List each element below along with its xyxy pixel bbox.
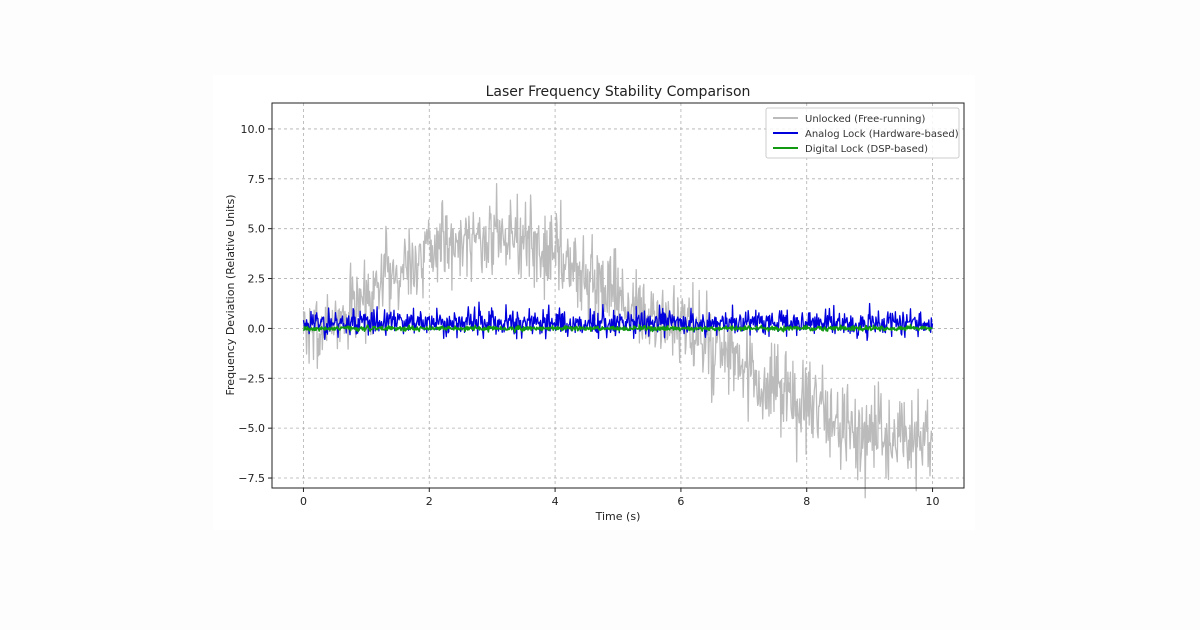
figure-card: Laser Frequency Stability Comparison 0 2 4… [213,75,975,530]
legend-label: Analog Lock (Hardware-based) [805,129,959,140]
y-tick-label: −7.5 [238,472,265,485]
x-tick-label: 4 [552,495,559,508]
legend-label: Unlocked (Free-running) [805,114,925,125]
y-axis-ticks: 10.0 7.5 5.0 2.5 0.0 −2.5 −5.0 −7.5 [238,123,272,485]
chart-title: Laser Frequency Stability Comparison [486,84,751,100]
series-line-1 [302,182,934,499]
y-tick-label: −5.0 [238,422,265,435]
x-tick-label: 8 [803,495,810,508]
plot-frame [271,102,965,489]
y-tick-label: 2.5 [248,273,266,286]
x-axis-ticks: 0 2 4 6 8 10 [300,488,940,508]
y-tick-label: 10.0 [241,123,266,136]
x-tick-label: 2 [426,495,433,508]
legend: Unlocked (Free-running) Analog Lock (Hard… [765,107,960,159]
y-tick-label: 0.0 [248,322,266,335]
legend-box [765,107,960,159]
y-tick-label: 5.0 [248,223,266,236]
x-tick-label: 6 [677,495,684,508]
x-tick-label: 0 [300,495,307,508]
legend-label: Digital Lock (DSP-based) [805,144,928,155]
series-layer [302,182,934,499]
line-chart: Laser Frequency Stability Comparison 0 2 4… [224,84,965,523]
y-tick-label: −2.5 [238,372,265,385]
y-axis-label: Frequency Deviation (Relative Units) [224,195,237,396]
y-tick-label: 7.5 [248,173,266,186]
x-axis-label: Time (s) [595,510,641,523]
x-tick-label: 10 [926,495,940,508]
series-line-3 [302,323,933,334]
